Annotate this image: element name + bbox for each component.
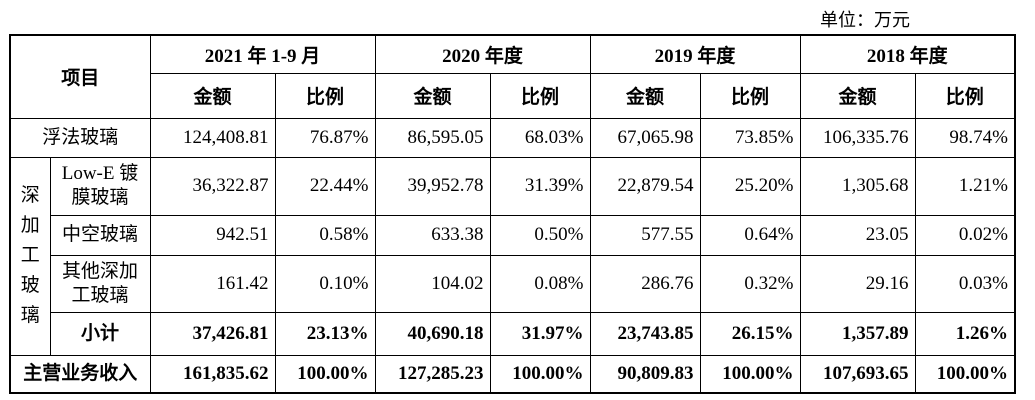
value-cell: 98.74%: [914, 117, 1016, 158]
value-cell: 36,322.87: [149, 156, 276, 216]
value-cell: 577.55: [589, 214, 701, 256]
sub-header: 金额: [149, 72, 276, 119]
value-cell: 0.50%: [489, 214, 591, 256]
table-row: 小计 37,426.81 23.13% 40,690.18 31.97% 23,743.8…: [10, 311, 1016, 356]
value-cell: 68.03%: [489, 117, 591, 158]
value-cell: 67,065.98: [589, 117, 701, 158]
row-label: 其他深加工玻璃: [49, 254, 151, 313]
value-cell: 23,743.85: [589, 311, 701, 356]
row-label: 浮法玻璃: [9, 117, 151, 158]
value-cell: 0.32%: [699, 254, 801, 313]
table-row: 主营业务收入 161,835.62 100.00% 127,285.23 100.00%…: [9, 354, 1016, 394]
value-cell: 161,835.62: [149, 354, 276, 394]
value-cell: 286.76: [589, 254, 701, 313]
value-cell: 0.08%: [489, 254, 591, 313]
value-cell: 23.13%: [274, 311, 376, 356]
value-cell: 26.15%: [699, 311, 801, 356]
sub-header: 比例: [274, 72, 376, 119]
value-cell: 22.44%: [274, 156, 376, 216]
value-cell: 100.00%: [914, 354, 1016, 394]
value-cell: 633.38: [374, 214, 491, 256]
value-cell: 0.02%: [914, 214, 1016, 256]
period-header: 2018 年度: [799, 34, 1016, 74]
value-cell: 161.42: [149, 254, 276, 313]
value-cell: 86,595.05: [374, 117, 491, 158]
value-cell: 127,285.23: [374, 354, 491, 394]
sub-header: 比例: [914, 72, 1016, 119]
value-cell: 37,426.81: [149, 311, 276, 356]
value-cell: 90,809.83: [589, 354, 701, 394]
value-cell: 1,305.68: [799, 156, 916, 216]
value-cell: 100.00%: [274, 354, 376, 394]
value-cell: 100.00%: [489, 354, 591, 394]
value-cell: 39,952.78: [374, 156, 491, 216]
row-label: 中空玻璃: [49, 214, 151, 256]
value-cell: 100.00%: [699, 354, 801, 394]
value-cell: 0.58%: [274, 214, 376, 256]
value-cell: 23.05: [799, 214, 916, 256]
value-cell: 31.39%: [489, 156, 591, 216]
value-cell: 0.10%: [274, 254, 376, 313]
row-label: Low-E 镀膜玻璃: [49, 156, 151, 216]
sub-header: 比例: [489, 72, 591, 119]
value-cell: 1,357.89: [799, 311, 916, 356]
sub-header: 金额: [589, 72, 701, 119]
value-cell: 76.87%: [274, 117, 376, 158]
value-cell: 106,335.76: [799, 117, 916, 158]
table-row: 项目 2021 年 1-9 月 2020 年度 2019 年度 2018 年度: [9, 34, 1016, 119]
table-row: 浮法玻璃 124,408.81 76.87% 86,595.05 68.03% 67,06…: [9, 117, 1016, 158]
value-cell: 0.64%: [699, 214, 801, 256]
period-header: 2020 年度: [374, 34, 591, 74]
value-cell: 31.97%: [489, 311, 591, 356]
period-header: 2019 年度: [589, 34, 801, 74]
value-cell: 0.03%: [914, 254, 1016, 313]
row-label: 主营业务收入: [9, 354, 151, 394]
table-row: 中空玻璃 942.51 0.58% 633.38 0.50% 577.55 0.64% 23.…: [10, 214, 1016, 256]
group-label: 深加工玻璃: [9, 156, 51, 356]
row-label: 小计: [49, 311, 151, 356]
value-cell: 942.51: [149, 214, 276, 256]
value-cell: 40,690.18: [374, 311, 491, 356]
value-cell: 29.16: [799, 254, 916, 313]
value-cell: 104.02: [374, 254, 491, 313]
sub-header: 金额: [799, 72, 916, 119]
value-cell: 124,408.81: [149, 117, 276, 158]
value-cell: 25.20%: [699, 156, 801, 216]
table-row: 金额 比例 金额 比例 金额 比例 金额 比例: [10, 72, 1016, 119]
period-header: 2021 年 1-9 月: [149, 34, 376, 74]
value-cell: 73.85%: [699, 117, 801, 158]
table-row: 其他深加工玻璃 161.42 0.10% 104.02 0.08% 286.76 0.32%…: [10, 254, 1016, 313]
revenue-table: 项目 2021 年 1-9 月 2020 年度 2019 年度 2018 年度 金额 比例金…: [9, 34, 1016, 394]
table-row: 深加工玻璃 Low-E 镀膜玻璃 36,322.87 22.44% 39,952.78 3…: [9, 156, 1016, 356]
value-cell: 1.21%: [914, 156, 1016, 216]
header-cell: 项目: [9, 34, 151, 119]
value-cell: 1.26%: [914, 311, 1016, 356]
sub-header: 金额: [374, 72, 491, 119]
value-cell: 107,693.65: [799, 354, 916, 394]
value-cell: 22,879.54: [589, 156, 701, 216]
sub-header: 比例: [699, 72, 801, 119]
unit-label: 单位：万元: [820, 10, 910, 30]
